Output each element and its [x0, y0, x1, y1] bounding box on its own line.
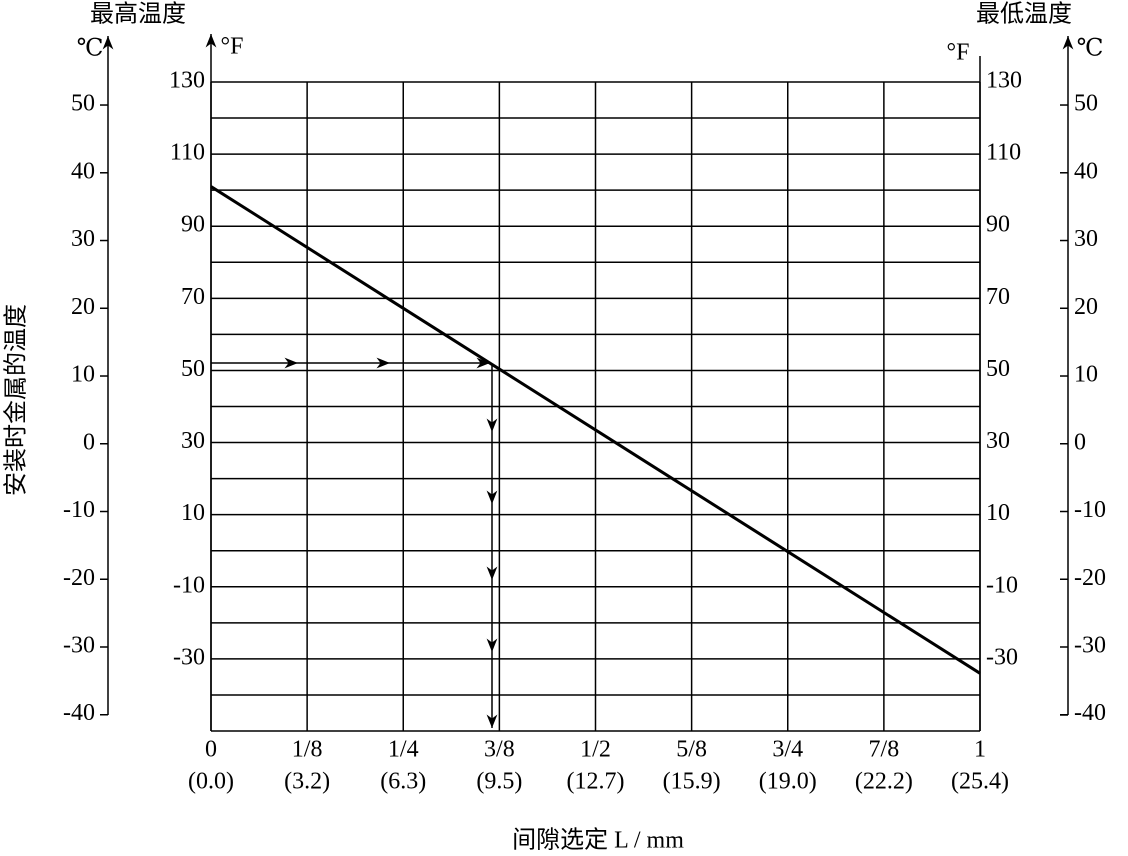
x-tick-mm-label: (15.9) — [663, 769, 721, 795]
y-tick-label-left: -30 — [173, 644, 205, 670]
c-tick-label-left: -30 — [63, 632, 95, 658]
x-tick-label: 1/8 — [292, 737, 323, 763]
x-tick-mm-label: (25.4) — [951, 769, 1009, 795]
c-tick-label-left: 50 — [71, 91, 95, 117]
c-tick-label-right: 50 — [1074, 91, 1098, 117]
y-tick-label-left: 90 — [181, 212, 205, 238]
y-tick-label-left: 10 — [181, 500, 205, 526]
y-tick-label-left: 50 — [181, 356, 205, 382]
c-tick-label-left: 0 — [83, 429, 95, 455]
c-tick-label-right: -40 — [1074, 700, 1106, 726]
y-tick-label-right: 90 — [986, 212, 1010, 238]
x-tick-mm-label: (6.3) — [380, 769, 426, 795]
x-tick-mm-label: (3.2) — [284, 769, 330, 795]
unit-left-f: °F — [221, 34, 244, 60]
unit-right-f: °F — [947, 40, 970, 66]
x-tick-label: 3/8 — [484, 737, 515, 763]
unit-left-c: ℃ — [77, 36, 104, 62]
y-tick-label-left: 130 — [169, 68, 205, 94]
x-tick-label: 1/2 — [580, 737, 611, 763]
c-tick-label-left: -40 — [63, 700, 95, 726]
y-tick-label-right: 10 — [986, 500, 1010, 526]
x-tick-label: 3/4 — [772, 737, 803, 763]
x-tick-mm-label: (9.5) — [476, 769, 522, 795]
c-tick-label-left: 10 — [71, 362, 95, 388]
left-title: 最高温度 — [90, 1, 186, 28]
c-tick-label-right: 20 — [1074, 294, 1098, 320]
y-tick-label-left: 70 — [181, 284, 205, 310]
c-tick-label-left: 20 — [71, 294, 95, 320]
c-tick-label-left: -10 — [63, 497, 95, 523]
x-tick-mm-label: (12.7) — [567, 769, 625, 795]
y-tick-label-right: 30 — [986, 428, 1010, 454]
x-tick-label: 7/8 — [869, 737, 900, 763]
right-title: 最低温度 — [976, 1, 1072, 28]
y-tick-label-right: 70 — [986, 284, 1010, 310]
y-tick-label-right: -30 — [986, 644, 1018, 670]
x-tick-label: 5/8 — [676, 737, 707, 763]
y-tick-label-right: 50 — [986, 356, 1010, 382]
y-tick-label-left: 110 — [170, 140, 205, 166]
x-tick-mm-label: (19.0) — [759, 769, 817, 795]
c-tick-label-right: -10 — [1074, 497, 1106, 523]
x-tick-mm-label: (0.0) — [188, 769, 234, 795]
y-axis-title: 安装时金属的温度 — [3, 304, 30, 496]
y-tick-label-right: 130 — [986, 68, 1022, 94]
x-tick-mm-label: (22.2) — [855, 769, 913, 795]
y-tick-label-right: -10 — [986, 572, 1018, 598]
x-tick-label: 1 — [974, 737, 986, 763]
c-tick-label-right: 0 — [1074, 429, 1086, 455]
c-tick-label-left: -20 — [63, 565, 95, 591]
c-tick-label-right: 30 — [1074, 226, 1098, 252]
c-tick-label-left: 30 — [71, 226, 95, 252]
x-tick-label: 1/4 — [388, 737, 419, 763]
y-tick-label-left: 30 — [181, 428, 205, 454]
c-tick-label-left: 40 — [71, 158, 95, 184]
x-tick-label: 0 — [205, 737, 217, 763]
y-tick-label-right: 110 — [986, 140, 1021, 166]
data-line — [210, 185, 981, 675]
y-tick-label-left: -10 — [173, 572, 205, 598]
x-axis-title: 间隙选定 L / mm — [512, 827, 684, 854]
c-tick-label-right: 40 — [1074, 158, 1098, 184]
c-tick-label-right: -30 — [1074, 632, 1106, 658]
c-tick-label-right: 10 — [1074, 362, 1098, 388]
unit-right-c: ℃ — [1077, 36, 1104, 62]
guide-arrows — [211, 357, 498, 728]
c-tick-label-right: -20 — [1074, 565, 1106, 591]
